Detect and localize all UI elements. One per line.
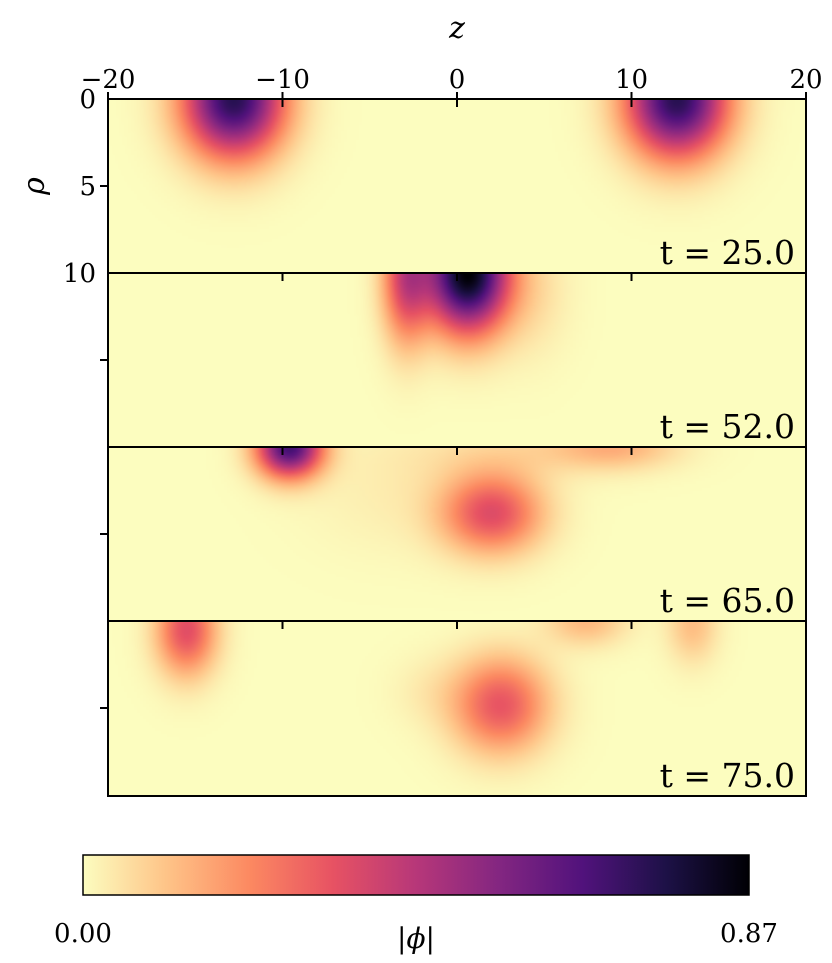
time-label-4: t = 75.0 [660,756,795,795]
y-tick-label-1: 0 [79,85,96,115]
x-tick-label-2: −10 [255,65,310,95]
heatmap-image-4 [108,621,806,796]
tick-marks [100,92,807,709]
time-label-1: t = 25.0 [660,233,795,272]
heatmap-image-1 [108,99,806,273]
colorbar-min-label: 0.00 [54,919,112,949]
colorbar-max-label: 0.87 [720,919,778,949]
y-tick-label-2: 5 [79,172,96,202]
time-label-2: t = 52.0 [660,407,795,446]
x-tick-label-1: −20 [81,65,136,95]
x-axis-label: z [448,11,465,46]
colorbar [82,854,750,896]
y-tick-label-3: 10 [63,259,96,289]
colorbar-label: |ϕ| [397,922,435,955]
heatmap-image-2 [108,273,806,447]
x-tick-label-3: 0 [449,65,466,95]
heatmap-image-3 [108,447,806,621]
x-tick-label-5: 20 [789,65,822,95]
heatmap-panel-1 [108,99,806,273]
heatmap-panel-4 [108,621,806,796]
time-label-3: t = 65.0 [660,581,795,620]
x-tick-label-4: 10 [615,65,648,95]
y-axis-label: ρ [17,177,52,196]
heatmap-panel-3 [108,447,806,621]
heatmap-panel-2 [108,273,806,447]
